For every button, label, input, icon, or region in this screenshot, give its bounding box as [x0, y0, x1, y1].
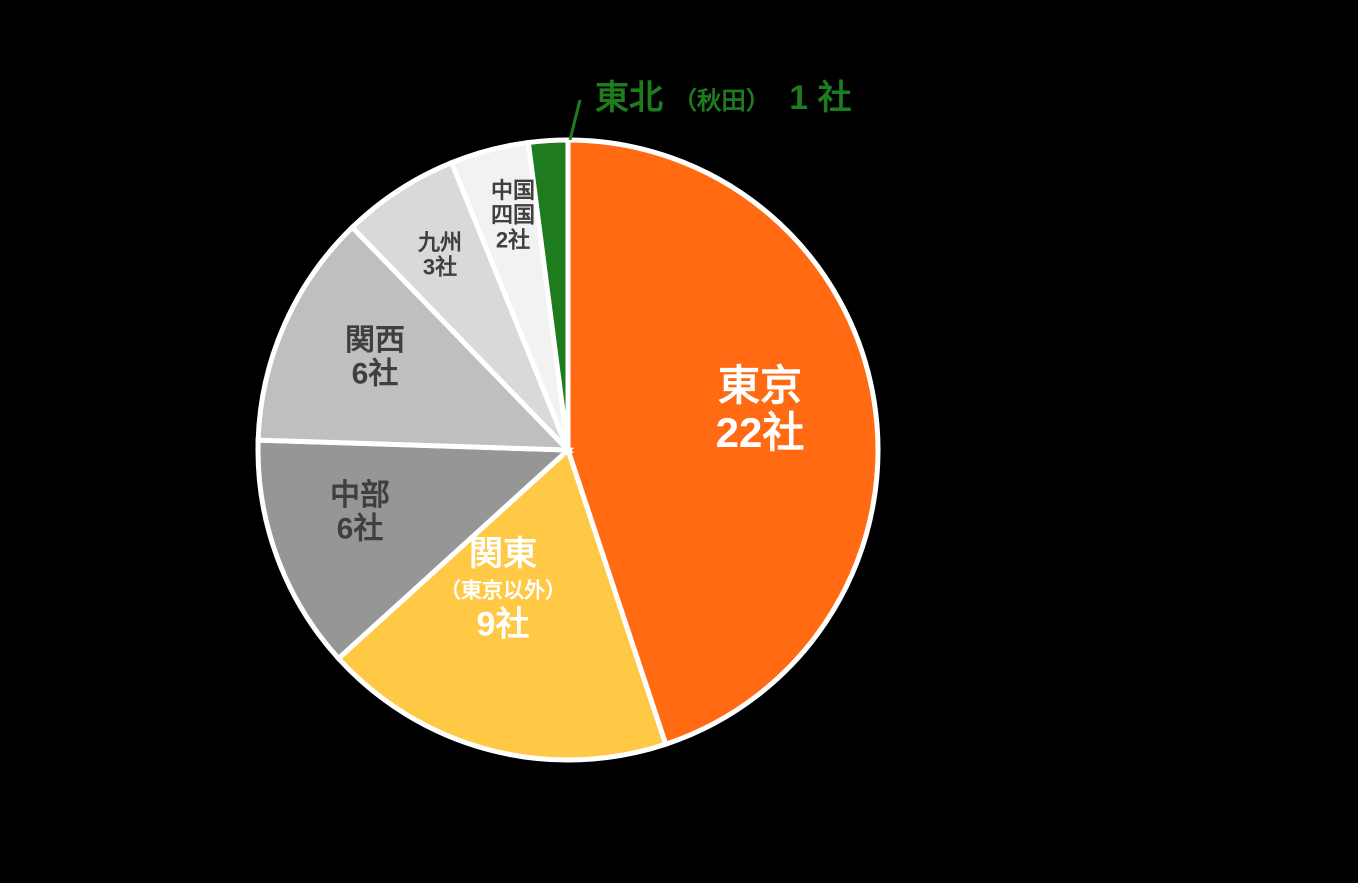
pie-chart-svg: 東京22社関東（東京以外）9社中部6社関西6社九州3社中国四国2社 [0, 0, 1358, 883]
slice-label: 中国四国2社 [491, 178, 535, 252]
slice-sub: （秋田） [672, 88, 770, 115]
slice-count: 1 社 [789, 79, 851, 117]
slice-name: 東北 [595, 79, 663, 117]
pie-chart-container: 東京22社関東（東京以外）9社中部6社関西6社九州3社中国四国2社 東北 （秋田… [0, 0, 1358, 883]
callout-leader [570, 100, 580, 140]
slice-label: 中部6社 [330, 478, 390, 546]
slice-label: 東京22社 [716, 362, 805, 456]
slice-label: 関西6社 [345, 324, 405, 391]
external-slice-label: 東北 （秋田） 1 社 [595, 70, 852, 119]
slice-label: 九州3社 [417, 230, 462, 280]
